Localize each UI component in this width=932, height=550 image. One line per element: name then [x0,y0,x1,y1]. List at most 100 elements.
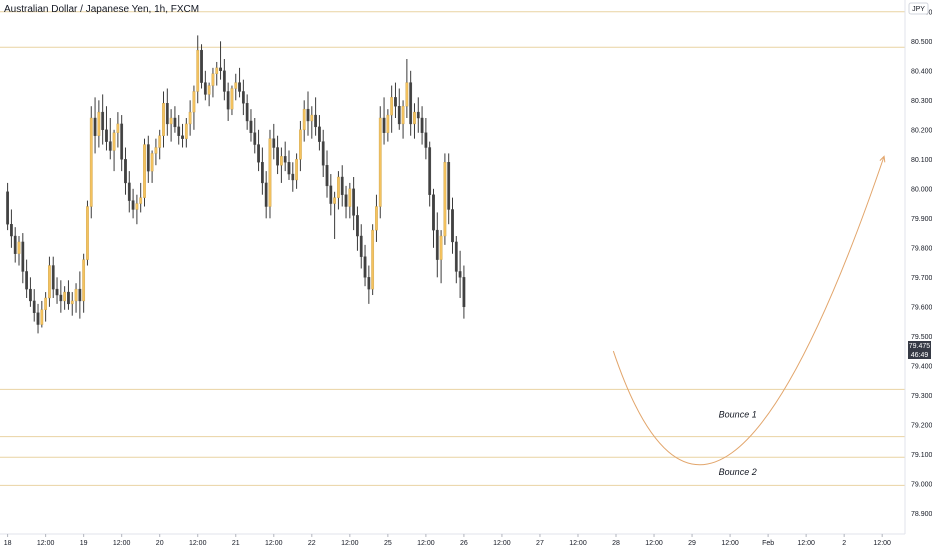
candle-body-up [112,132,116,151]
candle-body-up [390,97,394,116]
candle-body-down [356,215,359,237]
y-tick-label: 79.000 [911,481,932,488]
candle [280,147,283,183]
candle-body-up [371,229,375,290]
candle [82,253,86,313]
candle [139,182,143,213]
candle [257,129,260,172]
candle-body-up [268,138,272,207]
candle [74,283,78,313]
x-tick-label: 28 [612,540,620,547]
candle [63,286,67,310]
candle [352,177,356,231]
chart-title: Australian Dollar / Japanese Yen, 1h, FX… [4,4,200,15]
candle [340,165,344,207]
candle-body-up [386,114,390,133]
candle-body-down [435,229,439,260]
price-axis[interactable]: 80.60080.50080.40080.30080.20080.10080.0… [911,9,932,518]
candle [158,129,162,160]
candle [127,171,131,213]
candle [116,112,120,148]
candle [238,67,241,98]
candle [268,129,272,219]
y-tick-label: 79.600 [911,304,932,311]
x-tick-label: 2 [842,540,846,547]
candle [363,244,367,287]
x-tick-label: 12:00 [265,540,283,547]
candle [447,153,451,225]
candle [310,106,314,139]
candle-body-up [211,73,215,86]
y-tick-label: 80.300 [911,98,932,105]
candle [44,292,48,322]
candle [241,79,245,116]
candle [70,292,74,316]
candle [375,194,378,242]
candle-body-down [51,265,55,290]
candle [219,41,222,80]
candle [234,73,238,101]
candle-body-down [6,191,9,225]
candle-body-down [318,126,321,142]
candle [329,174,333,216]
y-tick-label: 79.400 [911,363,932,370]
candle-body-down [432,194,435,231]
candle [333,191,337,239]
candle [59,280,63,313]
x-tick-label: 18 [4,540,12,547]
candle [154,138,158,166]
candle-body-up [97,111,101,136]
candle [162,91,165,148]
currency-label-box: JPY [908,2,929,15]
candle-body-down [409,82,413,125]
candle-body-down [93,117,97,136]
candle-body-up [89,117,93,207]
candle-body-down [314,114,317,128]
candle-body-down [325,165,329,187]
price-badge-value: 79.475 [909,343,931,350]
candle [48,256,51,307]
candle [169,109,173,142]
candle-body-up [86,206,89,260]
y-tick-label: 80.100 [911,157,932,164]
candle-body-up [116,123,120,133]
candle [86,200,89,266]
y-tick-label: 80.000 [911,186,932,193]
candle [405,59,409,119]
candle-body-up [135,203,139,210]
candle [89,106,93,219]
candle-body-down [55,288,59,296]
candle [325,150,329,198]
candle-body-down [291,173,295,181]
x-tick-label: 12:00 [645,540,663,547]
x-tick-label: Feb [762,540,774,547]
candle-body-up [401,106,405,125]
candle-body-down [416,111,420,119]
y-tick-label: 79.200 [911,422,932,429]
candle-body-down [363,256,367,278]
candle-body-up [333,197,337,204]
candle [356,206,359,251]
candle [181,123,184,148]
candle-body-down [25,271,28,290]
x-tick-label: 29 [688,540,696,547]
candle-body-down [241,91,245,104]
candle-body-up [375,206,378,231]
candle-body-down [124,159,127,184]
candle [283,141,287,172]
candle [260,147,264,195]
candle [424,118,428,160]
candle-body-down [340,176,344,195]
candle-body-up [63,291,67,302]
candle [435,212,439,278]
x-tick-label: 27 [536,540,544,547]
candle [394,82,397,119]
candle [390,85,394,133]
candle-body-down [329,185,333,204]
candle [36,303,40,334]
candle-body-up [234,82,238,89]
candle-body-down [359,235,363,257]
time-axis[interactable]: 18 12:00 19 12:00 20 12:00 21 12:00 22 12:00 25 12:… [4,534,891,547]
candle-body-down [249,120,253,133]
